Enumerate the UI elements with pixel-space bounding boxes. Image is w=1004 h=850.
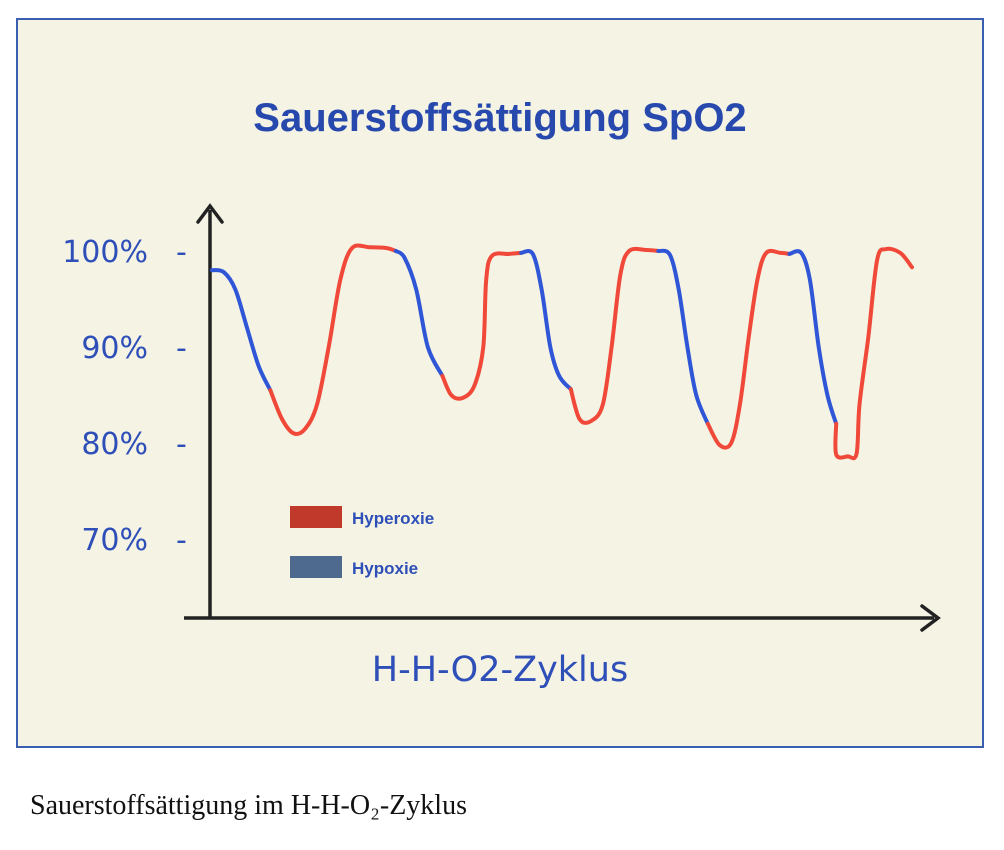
- y-tick-mark: -: [176, 331, 187, 366]
- y-axis-arrow: [196, 203, 224, 224]
- hypoxie-segment: [519, 248, 573, 392]
- legend-swatch-hyperoxie: [290, 506, 342, 528]
- hyperoxie-segment: [833, 246, 914, 461]
- spo2-curve: [210, 243, 914, 461]
- hypoxie-segment: [787, 249, 839, 426]
- hyperoxie-segment: [268, 243, 398, 436]
- chart-frame: Sauerstoffsättigung SpO2 100% -90% -80% -70…: [16, 18, 984, 748]
- hypoxie-segment: [393, 249, 445, 378]
- hyperoxie-segment: [440, 250, 524, 401]
- legend-label-hypoxie: Hypoxie: [352, 559, 418, 578]
- hypoxie-segment: [210, 268, 273, 393]
- figure-caption: Sauerstoffsättigung im H-H-O₂-Zyklus: [30, 790, 467, 821]
- axes: [184, 203, 941, 632]
- x-axis-label: H-H-O2-Zyklus: [371, 650, 629, 690]
- hyperoxie-segment: [568, 246, 661, 425]
- chart-title: Sauerstoffsättigung SpO2: [253, 96, 747, 140]
- y-ticks: 100% -90% -80% -70% -: [62, 235, 187, 558]
- legend: Hyperoxie Hypoxie: [290, 506, 434, 578]
- y-tick-label: 100%: [62, 235, 148, 270]
- y-tick-mark: -: [176, 427, 187, 462]
- x-axis-arrow: [920, 604, 941, 632]
- y-tick-mark: -: [176, 523, 187, 558]
- legend-swatch-hypoxie: [290, 556, 342, 578]
- y-tick-label: 90%: [81, 331, 148, 366]
- hyperoxie-segment: [705, 248, 792, 450]
- y-tick-label: 70%: [81, 523, 148, 558]
- y-tick-mark: -: [176, 235, 187, 270]
- hypoxie-segment: [656, 248, 710, 426]
- legend-label-hyperoxie: Hyperoxie: [352, 509, 434, 528]
- y-tick-label: 80%: [81, 427, 148, 462]
